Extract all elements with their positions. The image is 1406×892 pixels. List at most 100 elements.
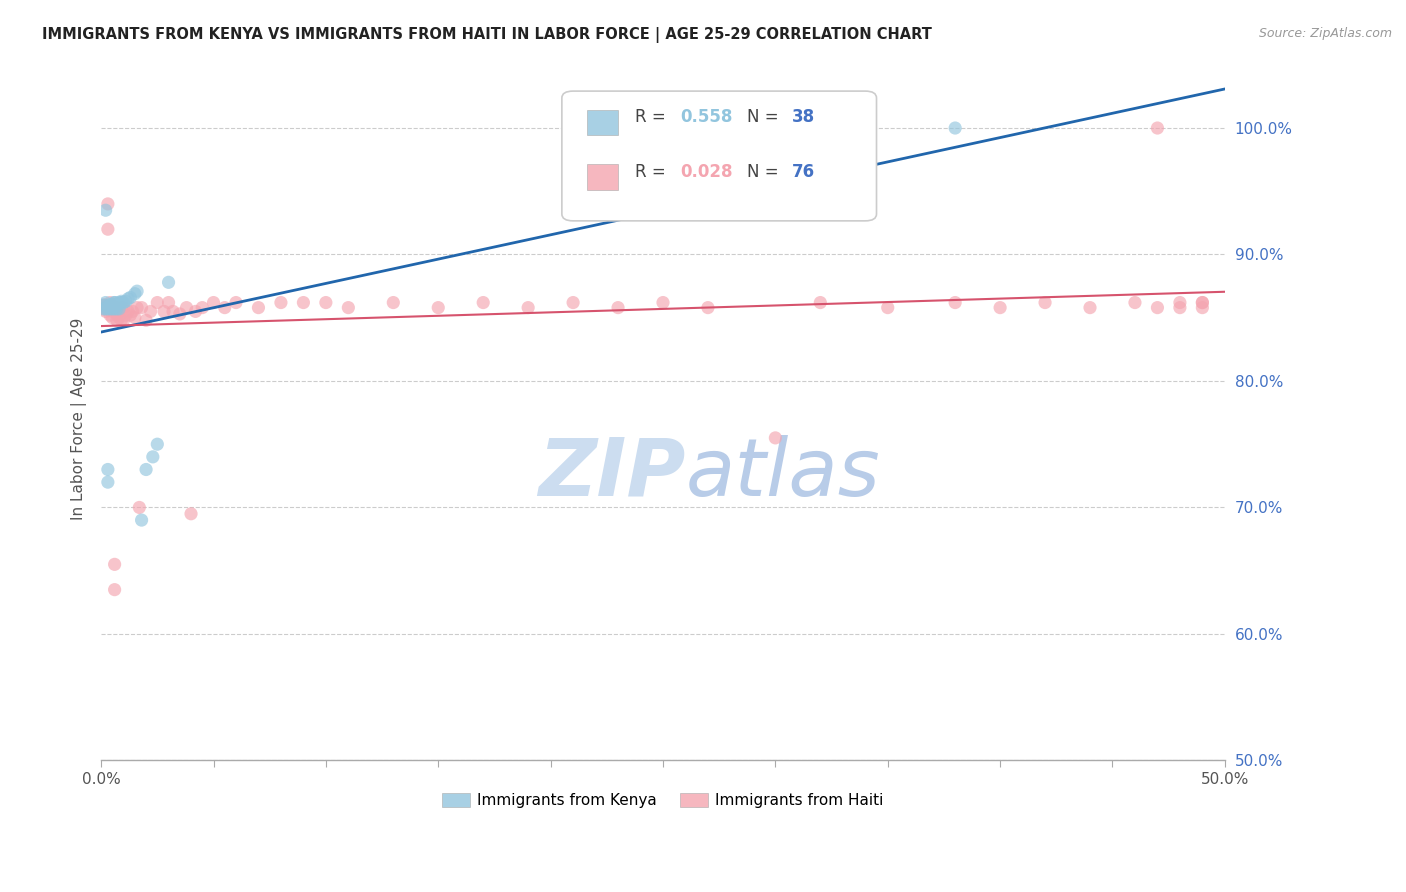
Point xyxy=(108,295,131,310)
Text: 76: 76 xyxy=(792,162,815,181)
Point xyxy=(98,308,121,322)
Text: R =: R = xyxy=(636,108,665,126)
Point xyxy=(94,295,117,310)
Point xyxy=(697,301,720,315)
Bar xyxy=(586,110,619,136)
Point xyxy=(117,304,139,318)
Point xyxy=(146,295,169,310)
Text: Source: ZipAtlas.com: Source: ZipAtlas.com xyxy=(1258,27,1392,40)
FancyBboxPatch shape xyxy=(562,91,876,221)
Point xyxy=(112,313,135,327)
Point xyxy=(142,450,165,464)
Point xyxy=(943,295,966,310)
Point xyxy=(169,307,191,321)
Point xyxy=(94,298,117,312)
Point xyxy=(98,298,121,312)
Point xyxy=(184,304,207,318)
Point xyxy=(135,462,157,476)
Point xyxy=(128,500,150,515)
Point xyxy=(517,301,540,315)
Point xyxy=(1146,121,1168,136)
Point xyxy=(202,295,225,310)
Point xyxy=(104,298,127,312)
Point xyxy=(247,301,270,315)
Point xyxy=(180,507,202,521)
Point xyxy=(1146,301,1168,315)
Point xyxy=(157,276,180,290)
Point xyxy=(104,295,127,310)
Point xyxy=(1033,295,1056,310)
Point xyxy=(105,301,128,315)
Point xyxy=(1078,301,1101,315)
Point xyxy=(120,308,142,322)
Point xyxy=(472,295,495,310)
Y-axis label: In Labor Force | Age 25-29: In Labor Force | Age 25-29 xyxy=(72,318,87,520)
Point xyxy=(1168,295,1191,310)
Point xyxy=(94,301,117,316)
Point xyxy=(127,284,149,298)
Point xyxy=(176,301,198,315)
Point xyxy=(135,313,157,327)
Point xyxy=(104,301,127,316)
Point xyxy=(97,462,120,476)
Point xyxy=(101,301,124,315)
Point xyxy=(124,310,146,325)
Point xyxy=(120,291,142,305)
Point xyxy=(191,301,214,315)
Text: 38: 38 xyxy=(792,108,815,126)
Point xyxy=(127,301,149,315)
Point xyxy=(110,313,132,327)
Point xyxy=(110,294,132,309)
Point xyxy=(104,295,127,310)
Point xyxy=(108,304,131,318)
Point xyxy=(943,121,966,136)
Point xyxy=(1168,301,1191,315)
Point xyxy=(108,301,131,316)
Point xyxy=(105,307,128,321)
Point xyxy=(131,301,153,315)
Point xyxy=(101,298,124,312)
Point xyxy=(98,295,121,310)
Point xyxy=(112,295,135,310)
Point xyxy=(157,295,180,310)
Point xyxy=(98,298,121,312)
Point xyxy=(121,304,143,318)
Point xyxy=(93,298,115,312)
Point xyxy=(104,582,127,597)
Point xyxy=(97,222,120,236)
Text: atlas: atlas xyxy=(686,434,880,513)
Point xyxy=(1191,295,1213,310)
Point xyxy=(427,301,450,315)
Point xyxy=(97,301,120,316)
Point xyxy=(337,301,360,315)
Point xyxy=(225,295,247,310)
Point xyxy=(93,301,115,316)
Point xyxy=(607,301,630,315)
Point xyxy=(98,301,121,316)
Point xyxy=(97,197,120,211)
Point xyxy=(162,304,184,318)
Point xyxy=(105,313,128,327)
Point xyxy=(988,301,1011,315)
Point xyxy=(315,295,337,310)
Text: 0.028: 0.028 xyxy=(681,162,733,181)
Point xyxy=(1191,301,1213,315)
Point xyxy=(763,431,786,445)
Point xyxy=(97,301,120,316)
Point xyxy=(101,310,124,325)
Bar xyxy=(586,164,619,190)
Point xyxy=(93,298,115,312)
Point xyxy=(104,301,127,315)
Point xyxy=(292,295,315,310)
Point xyxy=(97,298,120,312)
Text: IMMIGRANTS FROM KENYA VS IMMIGRANTS FROM HAITI IN LABOR FORCE | AGE 25-29 CORREL: IMMIGRANTS FROM KENYA VS IMMIGRANTS FROM… xyxy=(42,27,932,43)
Text: R =: R = xyxy=(636,162,665,181)
Point xyxy=(876,301,898,315)
Legend: Immigrants from Kenya, Immigrants from Haiti: Immigrants from Kenya, Immigrants from H… xyxy=(436,787,890,814)
Point xyxy=(124,286,146,301)
Point xyxy=(94,301,117,315)
Point xyxy=(110,295,132,310)
Point xyxy=(808,295,831,310)
Point xyxy=(101,301,124,316)
Point xyxy=(1191,295,1213,310)
